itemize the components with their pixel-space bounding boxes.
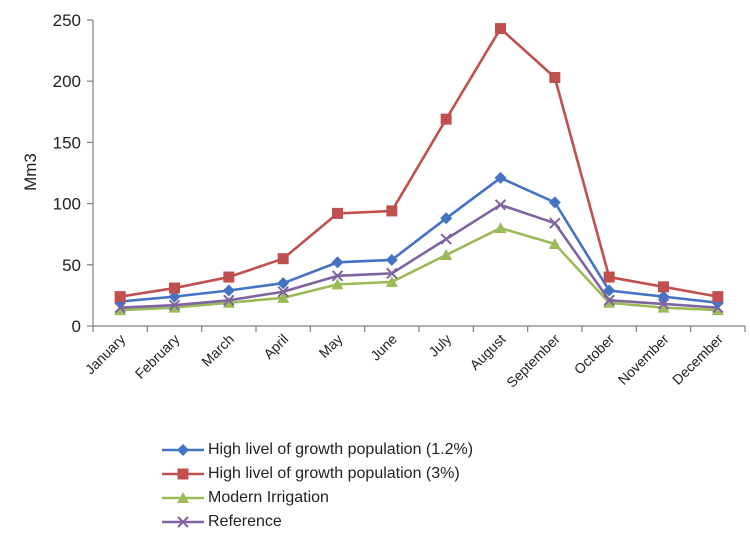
y-tick-label: 0 bbox=[72, 317, 81, 336]
data-point bbox=[222, 296, 235, 308]
legend-swatch bbox=[162, 492, 204, 503]
series-line bbox=[120, 176, 718, 305]
data-point bbox=[549, 217, 561, 229]
data-point bbox=[385, 275, 398, 287]
data-point bbox=[114, 304, 127, 316]
data-point bbox=[658, 281, 669, 293]
data-point bbox=[440, 212, 453, 225]
x-tick-label: April bbox=[260, 331, 291, 362]
data-point bbox=[494, 199, 507, 211]
legend-swatch bbox=[162, 468, 204, 480]
data-point bbox=[440, 233, 452, 245]
data-point bbox=[548, 237, 561, 249]
y-axis-ticks: 0 50 100 150 200 250 bbox=[53, 11, 93, 336]
data-point bbox=[222, 284, 235, 297]
series-1 bbox=[114, 23, 724, 303]
legend-item: Modern Irrigation bbox=[160, 486, 473, 510]
data-point bbox=[177, 468, 189, 480]
data-point bbox=[223, 271, 235, 283]
data-point bbox=[603, 271, 615, 283]
x-tick-label: February bbox=[132, 331, 183, 382]
series-line bbox=[119, 27, 719, 298]
x-tick-label: November bbox=[615, 331, 672, 388]
data-point bbox=[495, 23, 506, 35]
x-tick-label: January bbox=[82, 331, 129, 378]
x-tick-label: September bbox=[503, 331, 563, 391]
series-line bbox=[120, 226, 718, 312]
legend-label: High livel of growth population (3%) bbox=[208, 465, 460, 482]
data-point bbox=[603, 284, 616, 297]
data-point bbox=[177, 516, 189, 528]
data-point bbox=[386, 205, 398, 217]
data-point bbox=[331, 270, 344, 282]
axes bbox=[92, 20, 745, 327]
x-tick-label: March bbox=[198, 331, 237, 370]
data-point bbox=[494, 171, 507, 184]
data-point bbox=[332, 207, 343, 219]
y-tick-label: 250 bbox=[53, 11, 81, 30]
data-point bbox=[657, 298, 670, 310]
data-point bbox=[549, 72, 561, 84]
data-point bbox=[168, 301, 181, 313]
data-point bbox=[385, 253, 398, 266]
legend-item: High livel of growth population (1.2%) bbox=[160, 438, 473, 462]
data-point bbox=[548, 196, 561, 209]
data-point bbox=[169, 282, 180, 294]
data-point bbox=[277, 253, 289, 265]
x-tick-label: August bbox=[466, 331, 508, 373]
data-point bbox=[712, 291, 724, 303]
data-point bbox=[603, 296, 616, 308]
legend-item: High livel of growth population (3%) bbox=[160, 462, 473, 486]
legend-swatch bbox=[162, 444, 204, 456]
data-point bbox=[711, 304, 724, 316]
data-point bbox=[657, 290, 670, 303]
y-tick-label: 50 bbox=[62, 256, 81, 275]
x-tick-label: October bbox=[571, 331, 618, 378]
x-tick-label: December bbox=[669, 331, 726, 388]
data-point bbox=[168, 299, 181, 311]
legend-label: Modern Irrigation bbox=[208, 489, 329, 506]
x-tick-label: May bbox=[316, 331, 346, 361]
data-point bbox=[114, 301, 126, 314]
series-line bbox=[120, 203, 718, 309]
y-tick-label: 150 bbox=[53, 133, 81, 152]
y-tick-label: 200 bbox=[53, 72, 81, 91]
data-point bbox=[177, 444, 189, 456]
y-axis-label: Mm3 bbox=[21, 153, 40, 191]
data-point bbox=[440, 113, 452, 125]
data-point bbox=[657, 301, 670, 313]
data-point bbox=[603, 294, 615, 307]
legend-item: Reference bbox=[160, 510, 473, 534]
data-point bbox=[177, 492, 189, 503]
data-point bbox=[440, 249, 453, 261]
data-point bbox=[223, 294, 235, 307]
series-2 bbox=[114, 222, 724, 316]
series-0 bbox=[114, 171, 724, 309]
data-point bbox=[386, 267, 398, 280]
legend-label: Reference bbox=[208, 513, 282, 530]
x-tick-label: June bbox=[367, 331, 400, 364]
x-axis-categories: January February March April May June July Augu… bbox=[82, 326, 746, 391]
data-point bbox=[494, 222, 507, 234]
x-tick-label: July bbox=[425, 331, 454, 360]
data-point bbox=[114, 291, 126, 303]
data-point bbox=[168, 290, 181, 303]
series-layer bbox=[114, 23, 724, 316]
data-point bbox=[277, 286, 289, 298]
data-point bbox=[277, 277, 290, 290]
y-tick-label: 100 bbox=[53, 195, 81, 214]
data-point bbox=[277, 291, 290, 303]
legend-swatch bbox=[162, 516, 204, 528]
data-point bbox=[331, 278, 344, 290]
data-point bbox=[331, 256, 344, 269]
series-3 bbox=[114, 199, 724, 314]
legend: High livel of growth population (1.2%) Hi… bbox=[160, 438, 473, 534]
legend-label: High livel of growth population (1.2%) bbox=[208, 441, 474, 458]
